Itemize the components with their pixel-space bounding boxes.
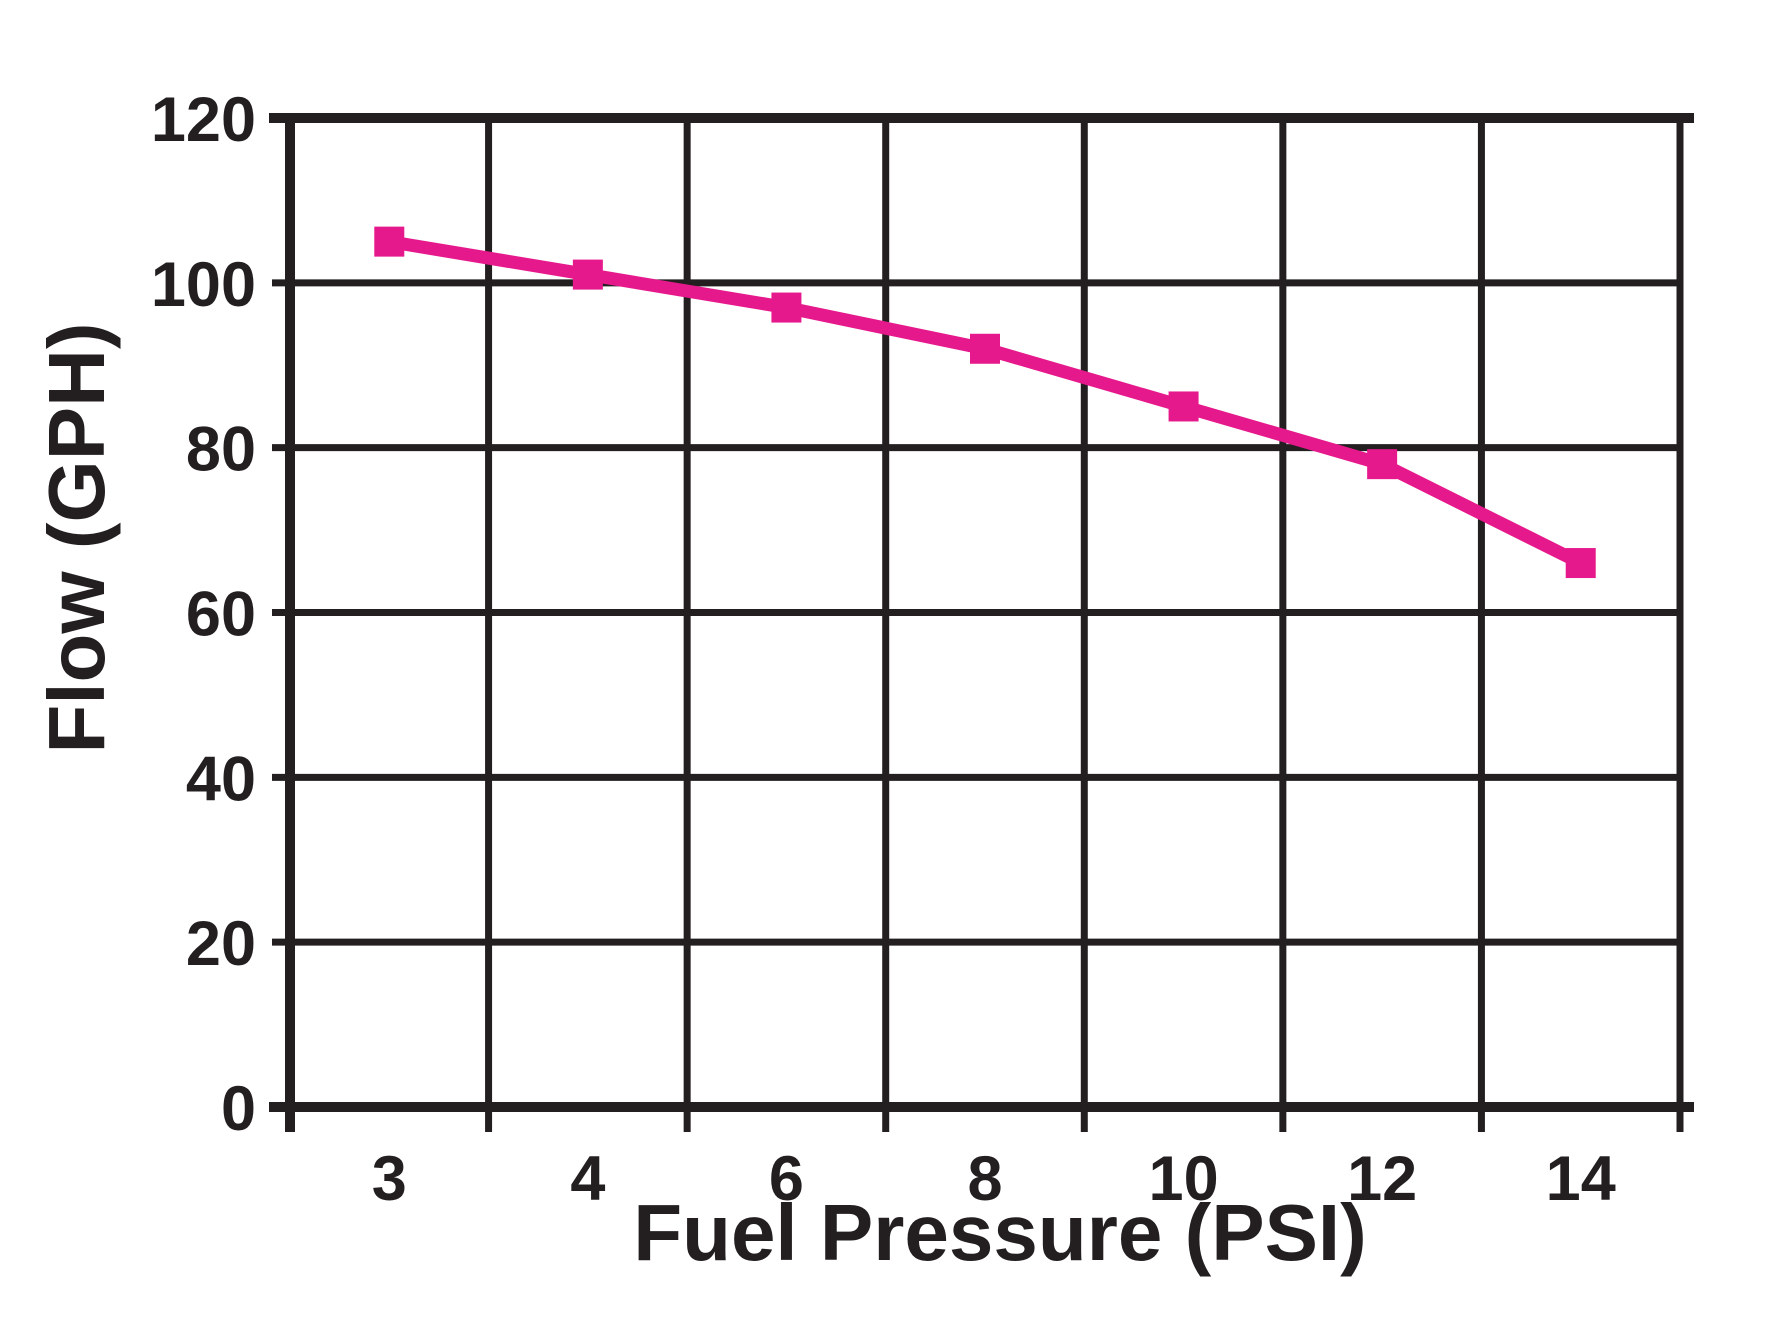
series-layer: [374, 226, 1596, 579]
y-tick-label: 120: [151, 85, 256, 155]
y-tick-label: 100: [151, 250, 256, 320]
tick-label-layer: 0 20 40 60 80 100 120 3 4 6 8 10 12 14: [151, 85, 1616, 1214]
x-tick-label: 14: [1546, 1144, 1616, 1214]
y-tick-label: 60: [186, 580, 256, 650]
y-tick-label: 0: [221, 1074, 256, 1144]
y-axis-title: Flow (GPH): [32, 322, 121, 753]
grid-layer: [269, 113, 1694, 1132]
flow-series-line: [388, 235, 1584, 569]
data-point-marker: [374, 226, 405, 257]
data-point-marker: [1367, 449, 1398, 480]
x-tick-label: 4: [570, 1144, 605, 1214]
x-tick-label: 8: [967, 1144, 1002, 1214]
y-tick-label: 20: [186, 909, 256, 979]
data-point-marker: [970, 333, 1000, 364]
data-point-marker: [1565, 548, 1596, 579]
y-tick-label: 80: [186, 415, 256, 485]
x-tick-label: 3: [372, 1144, 407, 1214]
data-point-marker: [572, 259, 603, 290]
x-axis-title: Fuel Pressure (PSI): [633, 1188, 1367, 1277]
x-tick-label: 12: [1347, 1144, 1417, 1214]
y-tick-label: 40: [186, 744, 256, 814]
x-tick-label: 6: [769, 1144, 804, 1214]
x-tick-label: 10: [1149, 1144, 1219, 1214]
data-point-marker: [771, 292, 802, 323]
data-point-marker: [1168, 391, 1199, 422]
